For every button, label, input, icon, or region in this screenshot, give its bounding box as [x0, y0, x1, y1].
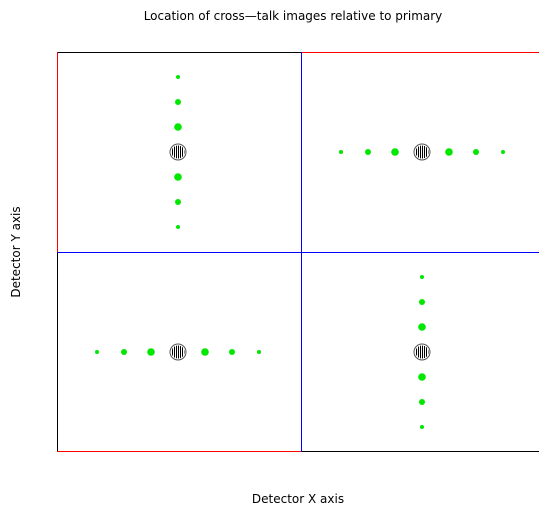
- crosstalk-dot: [391, 148, 399, 156]
- crosstalk-dot: [420, 275, 424, 279]
- crosstalk-dot: [501, 150, 505, 154]
- crosstalk-dot: [121, 349, 127, 355]
- crosstalk-dot: [339, 150, 343, 154]
- crosstalk-dot: [229, 349, 235, 355]
- crosstalk-dot: [473, 149, 479, 155]
- crosstalk-dot: [176, 225, 180, 229]
- crosstalk-dot: [174, 123, 182, 131]
- crosstalk-dot: [147, 348, 155, 356]
- crosstalk-dot: [95, 350, 99, 354]
- primary-hatch: [171, 145, 185, 159]
- crosstalk-dot: [418, 373, 426, 381]
- crosstalk-dot: [365, 149, 371, 155]
- frame: [57, 52, 539, 452]
- primary-hatch: [415, 145, 429, 159]
- dots: [95, 75, 505, 429]
- crosstalk-dot: [445, 148, 453, 156]
- primary-hatch: [415, 345, 429, 359]
- crosstalk-dot: [420, 425, 424, 429]
- crosstalk-dot: [201, 348, 209, 356]
- crosstalk-dot: [419, 299, 425, 305]
- primary-hatch: [171, 345, 185, 359]
- y-axis-label: Detector Y axis: [9, 206, 23, 297]
- crosstalk-dot: [175, 199, 181, 205]
- crosstalk-dot: [257, 350, 261, 354]
- crosstalk-dot: [418, 323, 426, 331]
- crosstalk-dot: [419, 399, 425, 405]
- x-axis-label: Detector X axis: [252, 492, 344, 506]
- title: Location of cross—talk images relative t…: [144, 9, 443, 23]
- crosstalk-dot: [176, 75, 180, 79]
- crosstalk-dot: [175, 99, 181, 105]
- crosstalk-dot: [174, 173, 182, 181]
